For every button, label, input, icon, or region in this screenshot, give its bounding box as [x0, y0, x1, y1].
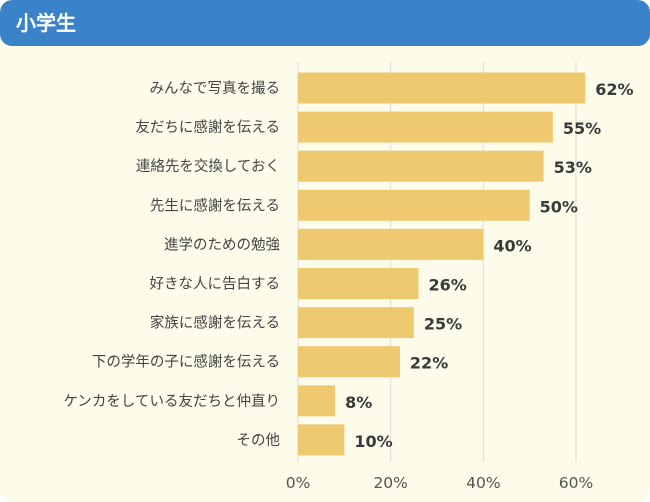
value-label-3: 50% [540, 197, 578, 216]
x-tick-label-2: 40% [466, 474, 500, 492]
header-bar: 小学生 [0, 0, 650, 46]
value-label-7: 22% [410, 354, 448, 373]
value-label-8: 8% [345, 393, 372, 412]
bar-0 [298, 72, 586, 104]
value-label-4: 40% [493, 236, 531, 255]
value-label-5: 26% [428, 276, 466, 295]
x-tick-label-0: 0% [286, 474, 311, 492]
bar-5 [298, 268, 419, 299]
bar-6 [298, 307, 414, 339]
category-label-5: 好きな人に告白する [150, 276, 281, 293]
category-label-1: 友だちに感謝を伝える [135, 119, 280, 136]
bar-9 [298, 424, 345, 456]
bar-2 [298, 150, 544, 182]
chart-title: 小学生 [16, 11, 76, 35]
category-label-4: 進学のための勉強 [164, 236, 280, 253]
bar-8 [298, 385, 336, 417]
category-label-2: 連絡先を交換しておく [136, 157, 280, 175]
value-label-9: 10% [354, 432, 392, 451]
value-label-2: 53% [554, 158, 592, 177]
value-label-6: 25% [424, 315, 462, 334]
value-label-0: 62% [595, 80, 633, 99]
category-label-7: 下の学年の子に感謝を伝える [92, 354, 280, 371]
bar-4 [298, 228, 484, 260]
category-label-9: その他 [237, 432, 281, 449]
bar-3 [298, 189, 530, 221]
category-label-0: みんなで写真を撮る [150, 79, 281, 97]
category-label-8: ケンカをしている友だちと仲直り [63, 393, 280, 410]
value-label-1: 55% [563, 119, 601, 138]
category-label-6: 家族に感謝を伝える [150, 315, 280, 332]
bar-7 [298, 346, 400, 378]
x-tick-label-1: 20% [373, 474, 407, 492]
category-label-3: 先生に感謝を伝える [150, 197, 280, 214]
x-tick-label-3: 60% [559, 474, 593, 492]
bar-1 [298, 111, 553, 143]
